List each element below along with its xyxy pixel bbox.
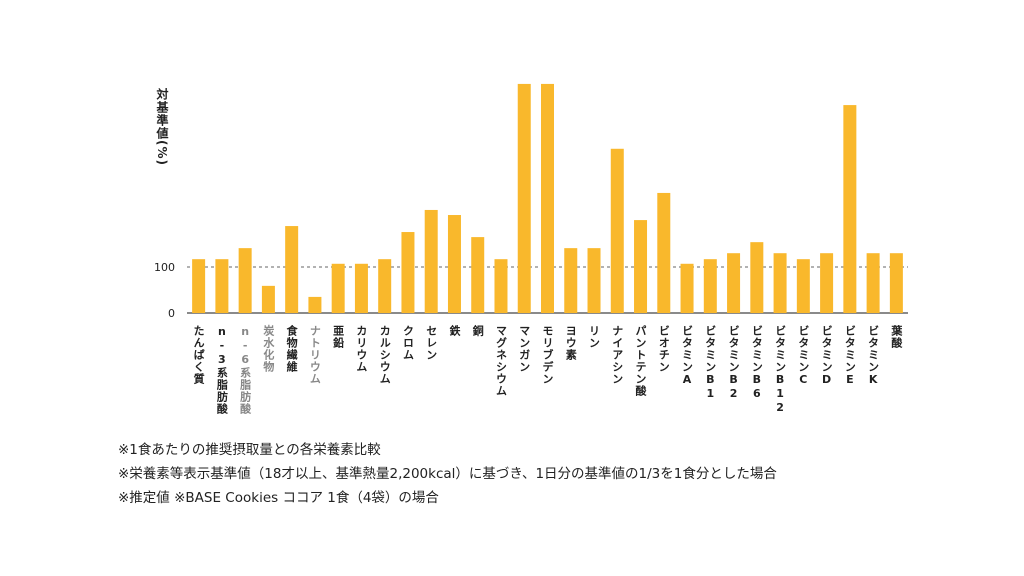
bar [471,237,485,313]
bar [424,209,438,313]
x-tick-label: 食物繊維 [285,324,298,373]
x-tick-label: ヨウ素 [564,325,577,361]
bar [703,259,717,313]
x-tick-label: ビタミンB2 [727,325,740,401]
x-tick-label: リン [588,325,601,349]
bar [331,263,345,313]
x-tick-label: カルシウム [378,325,391,385]
bar [517,83,531,313]
x-tick-label: ナトリウム [308,325,321,385]
bar [192,259,206,313]
bar [285,226,299,313]
x-tick-label: ビタミンA [681,325,694,387]
bar [727,253,741,313]
x-tick-label: n-6系脂肪酸 [239,325,253,415]
bar [401,232,415,313]
x-tick-label: 炭水化物 [262,324,275,373]
x-tick-label: 葉酸 [890,324,904,349]
bar [215,259,229,313]
x-tick-label: クロム [401,325,414,361]
x-tick-label: ビタミンD [820,325,833,387]
x-tick-label: たんぱく質 [192,325,205,385]
bar [447,215,461,313]
x-tick-label: ナイアシン [611,325,624,385]
x-tick-label: ビタミンC [797,325,810,387]
footnote: ※栄養素等表示基準値（18才以上、基準熱量2,200kcal）に基づき、1日分の… [118,466,777,482]
bar [889,253,903,313]
x-tick-label: n-3系脂肪酸 [215,325,229,415]
bar [866,253,880,313]
y-axis-label: 対基準値(%) [155,87,169,166]
bar [843,105,857,313]
bar [820,253,834,313]
x-tick-label: モリブデン [541,325,554,385]
bar [354,263,368,313]
bar [750,242,764,313]
bar [494,259,508,313]
bar [564,248,578,313]
bar [541,83,554,313]
x-tick-label: 亜鉛 [332,325,345,349]
bar [587,248,601,313]
x-tick-label: 銅 [471,324,484,337]
bar [796,259,810,313]
chart: 対基準値(%) 0100たんぱく質 n-3系脂肪酸 n-6系脂肪酸 炭水化物 食物繊維ナ… [154,83,908,415]
x-tick-label: ビタミンE [843,325,856,387]
x-tick-label: 鉄 [448,324,461,337]
x-tick-label: ビタミンB6 [750,325,763,401]
x-tick-label: セレン [425,325,438,361]
bar [657,192,671,313]
bar [610,148,624,313]
x-tick-label: マグネシウム [494,325,507,397]
x-tick-label: ビタミンB1 [704,325,717,401]
bar [680,263,694,313]
bar [634,220,648,313]
bar [378,259,392,313]
bar [238,248,252,313]
x-tick-label: パントテン酸 [634,325,647,397]
footnote: ※1食あたりの推奨摂取量との各栄養素比較 [118,442,381,458]
x-tick-label: カリウム [355,325,368,373]
y-tick-label: 100 [154,261,175,274]
bar [773,253,787,313]
x-tick-label: ビタミンK [867,325,880,387]
x-tick-label: ビタミンB12 [774,325,787,415]
x-tick-label: マンガン [518,325,531,373]
x-tick-label: ビオチン [657,325,670,373]
bar [308,296,322,313]
y-tick-label: 0 [168,307,175,320]
footnote: ※推定値 ※BASE Cookies ココア 1食（4袋）の場合 [118,490,439,506]
bar [261,285,275,313]
